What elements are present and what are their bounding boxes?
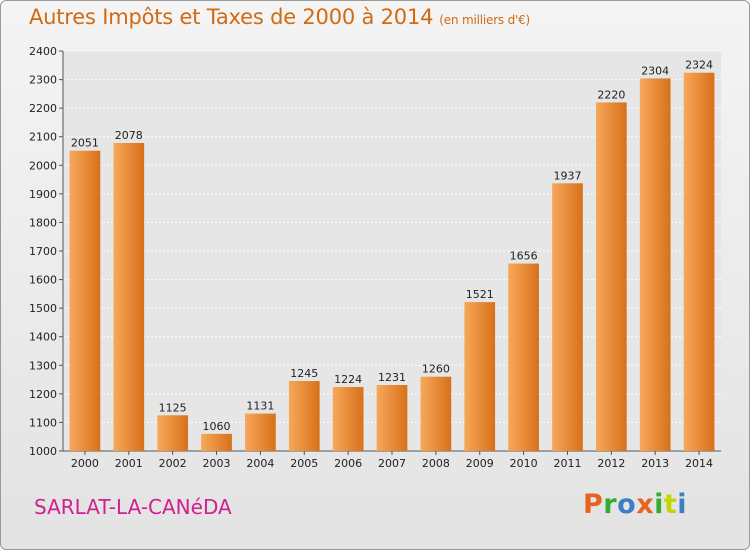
bar [69,150,101,451]
y-tick-label: 1300 [29,359,57,372]
x-tick-label: 2014 [685,457,713,470]
chart-title: Autres Impôts et Taxes de 2000 à 2014 (en… [29,5,530,29]
bar-value-label: 2051 [71,137,99,150]
logo-letter: i [677,489,688,520]
title-unit: (en milliers d'€) [439,13,531,27]
y-tick-label: 1100 [29,416,57,429]
y-tick-label: 1700 [29,245,57,258]
bar [639,78,671,451]
bar [595,102,627,451]
logo-letter: i [654,489,664,520]
bar-value-label: 1060 [203,420,231,433]
bar-value-label: 1260 [422,363,450,376]
bar [201,433,232,451]
y-tick-label: 1600 [29,274,57,287]
y-tick-label: 1000 [29,445,57,458]
bar-value-label: 2304 [641,64,669,77]
y-tick-label: 1900 [29,188,57,201]
bar-value-label: 2220 [597,88,625,101]
bar-value-label: 1937 [553,169,581,182]
bar [552,183,583,452]
x-tick-label: 2006 [334,457,362,470]
bar [157,415,189,451]
x-tick-label: 2000 [71,457,99,470]
bar-value-label: 1245 [290,367,318,380]
bar-value-label: 2078 [115,129,143,142]
y-tick-label: 1500 [29,302,57,315]
x-tick-label: 2005 [290,457,318,470]
logo-letter: x [636,489,655,520]
x-tick-label: 2001 [115,457,143,470]
logo-letter: t [663,489,678,520]
x-tick-label: 2008 [422,457,450,470]
title-text: Autres Impôts et Taxes de 2000 à 2014 [29,5,434,29]
bar-value-label: 1656 [510,250,538,263]
y-tick-label: 1200 [29,388,57,401]
bar-value-label: 1224 [334,373,362,386]
proxiti-logo: Proxiti [583,489,687,520]
y-tick-label: 2300 [29,74,57,87]
y-tick-label: 2400 [29,45,57,58]
bar [332,387,364,451]
bar-value-label: 1521 [466,288,494,301]
bar-value-label: 2324 [685,59,713,72]
y-tick-label: 2000 [29,159,57,172]
logo-letter: o [617,489,637,520]
bar-value-label: 1125 [159,401,187,414]
x-tick-label: 2009 [466,457,494,470]
x-tick-label: 2002 [159,457,187,470]
x-tick-label: 2003 [203,457,231,470]
bar [508,263,539,451]
bar [288,381,320,451]
bar [464,302,496,451]
y-tick-label: 2200 [29,102,57,115]
logo-letter: P [583,489,604,520]
x-tick-label: 2011 [553,457,581,470]
x-tick-label: 2007 [378,457,406,470]
x-tick-label: 2013 [641,457,669,470]
y-tick-label: 2100 [29,131,57,144]
bar [683,72,715,451]
x-tick-label: 2010 [510,457,538,470]
y-tick-label: 1400 [29,331,57,344]
y-tick-label: 1800 [29,216,57,229]
bar-value-label: 1231 [378,371,406,384]
bar-value-label: 1131 [246,400,274,413]
bar [245,413,276,451]
x-tick-label: 2004 [246,457,274,470]
bar [113,143,145,451]
bar [420,376,452,451]
city-name: SARLAT-LA-CANéDA [34,495,232,519]
logo-letter: r [603,489,618,520]
bar [376,385,408,451]
x-tick-label: 2012 [597,457,625,470]
